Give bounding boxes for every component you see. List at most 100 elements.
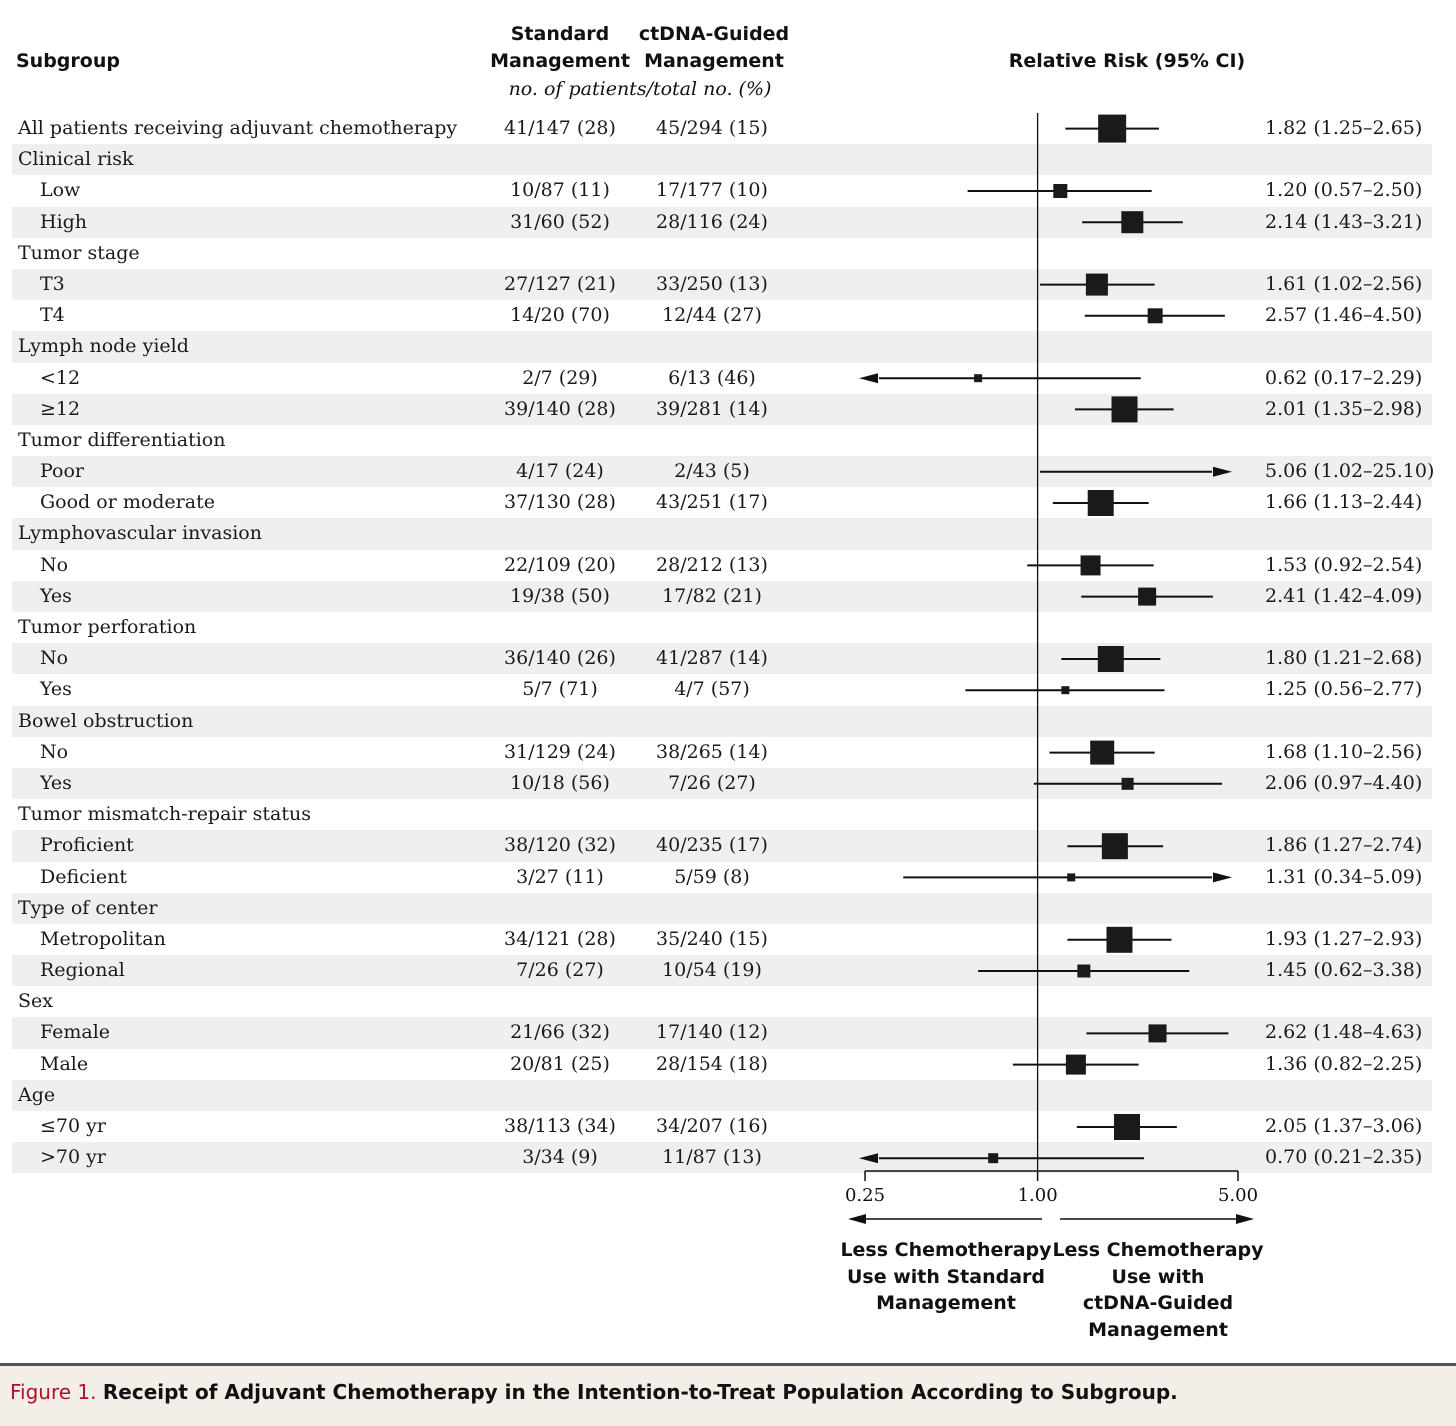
subgroup-label: Metropolitan: [40, 927, 166, 950]
point-estimate-marker: [1113, 1114, 1140, 1140]
ctdna-count: 28/116 (24): [656, 210, 768, 233]
standard-count: 38/113 (34): [504, 1115, 616, 1137]
row-shading: [12, 518, 1432, 550]
point-estimate-marker: [1147, 308, 1163, 324]
standard-count: 39/140 (28): [504, 397, 616, 420]
subgroup-label: Poor: [40, 460, 84, 483]
forest-table: All patients receiving adjuvant chemothe…: [0, 113, 1456, 1174]
relative-risk-value: 2.05 (1.37–3.06): [1265, 1115, 1423, 1137]
ctdna-header-line1: ctDNA-Guided: [638, 23, 790, 45]
row-shading: [12, 1079, 1432, 1111]
subgroup-label: No: [40, 740, 69, 763]
ci-arrow-left: [859, 1153, 878, 1164]
point-estimate-marker: [1085, 273, 1108, 296]
relative-risk-value: 1.82 (1.25–2.65): [1265, 117, 1423, 139]
subgroup-label: Yes: [40, 678, 72, 701]
subgroup-label: Tumor differentiation: [18, 428, 226, 451]
standard-count: 10/18 (56): [510, 771, 610, 794]
direction-label-line: Less Chemotherapy: [1052, 1239, 1264, 1261]
figure-title: Receipt of Adjuvant Chemotherapy in the …: [102, 1380, 1178, 1404]
subgroup-row: Regional 7/26 (27) 10/54 (19) 1.45 (0.62–3.…: [0, 955, 1456, 987]
subgroup-label: Tumor mismatch-repair status: [18, 803, 311, 826]
standard-count: 21/66 (32): [510, 1021, 610, 1044]
subgroup-row: Low 10/87 (11) 17/177 (10) 1.20 (0.57–2.50): [0, 175, 1456, 206]
relative-risk-value: 1.31 (0.34–5.09): [1265, 865, 1423, 888]
ctdna-count: 4/7 (57): [674, 678, 750, 701]
subgroup-row: No 31/129 (24) 38/265 (14) 1.68 (1.10–2.56): [0, 737, 1456, 768]
units-label: no. of patients/total no. (%): [508, 78, 772, 100]
group-row: Tumor perforation: [0, 612, 1456, 643]
relative-risk-value: 2.01 (1.35–2.98): [1265, 397, 1423, 420]
group-row: Lymph node yield: [0, 331, 1456, 363]
row-shading: [12, 643, 1432, 675]
subgroup-label: Yes: [40, 771, 72, 794]
direction-label-line: ctDNA-Guided: [1082, 1292, 1234, 1314]
subgroup-label: Lymphovascular invasion: [18, 522, 262, 545]
ctdna-count: 17/140 (12): [656, 1021, 768, 1044]
subgroup-row: ≥12 39/140 (28) 39/281 (14) 2.01 (1.35–2.98…: [0, 393, 1456, 425]
ctdna-count: 45/294 (15): [656, 117, 768, 139]
standard-count: 34/121 (28): [504, 927, 616, 950]
group-row: Tumor differentiation: [0, 425, 1456, 456]
relative-risk-value: 1.80 (1.21–2.68): [1265, 647, 1423, 670]
group-row: Tumor mismatch-repair status: [0, 799, 1456, 830]
row-shading: [12, 206, 1432, 238]
relative-risk-value: 2.41 (1.42–4.09): [1265, 584, 1423, 607]
ctdna-count: 39/281 (14): [656, 397, 768, 420]
standard-count: 2/7 (29): [522, 366, 598, 389]
subgroup-label: Bowel obstruction: [18, 709, 194, 732]
row-shading: [12, 892, 1432, 924]
ctdna-count: 41/287 (14): [656, 647, 768, 670]
subgroup-label: <12: [40, 366, 81, 389]
standard-count: 14/20 (70): [510, 304, 610, 327]
subgroup-label: All patients receiving adjuvant chemothe…: [18, 117, 458, 139]
ctdna-count: 2/43 (5): [674, 460, 750, 483]
relative-risk-header: Relative Risk (95% CI): [1008, 50, 1246, 72]
point-estimate-marker: [1053, 184, 1068, 198]
group-row: Tumor stage: [0, 238, 1456, 269]
standard-management-header: Standard Management: [470, 21, 650, 75]
standard-count: 31/60 (52): [510, 210, 610, 233]
point-estimate-marker: [1098, 114, 1127, 143]
subgroup-label: Yes: [40, 584, 72, 607]
standard-count: 22/109 (20): [504, 553, 616, 576]
point-estimate-marker: [1121, 777, 1134, 790]
standard-count: 3/34 (9): [522, 1146, 598, 1169]
relative-risk-value: 1.45 (0.62–3.38): [1265, 959, 1423, 982]
ci-arrow-left: [859, 373, 878, 384]
subgroup-label: Tumor perforation: [18, 616, 197, 638]
subgroup-label: Female: [40, 1021, 111, 1044]
subgroup-label: Good or moderate: [40, 491, 215, 514]
relative-risk-value: 1.61 (1.02–2.56): [1265, 272, 1423, 295]
relative-risk-value: 5.06 (1.02–25.10): [1265, 460, 1435, 483]
point-estimate-marker: [1061, 686, 1070, 695]
relative-risk-value: 1.86 (1.27–2.74): [1265, 834, 1423, 857]
relative-risk-value: 0.70 (0.21–2.35): [1265, 1146, 1423, 1169]
standard-count: 10/87 (11): [510, 179, 610, 202]
subgroup-label: T4: [40, 304, 65, 327]
subgroup-row: High 31/60 (52) 28/116 (24) 2.14 (1.43–3.21…: [0, 206, 1456, 238]
subgroup-label: Proficient: [40, 834, 134, 857]
subgroup-row: Metropolitan 34/121 (28) 35/240 (15) 1.93 (…: [0, 924, 1456, 955]
direction-label-left: Less Chemotherapy Use with Standard Manage…: [836, 1237, 1056, 1317]
ctdna-count: 7/26 (27): [668, 771, 756, 794]
standard-header-line1: Standard: [510, 23, 610, 45]
subgroup-row: T3 27/127 (21) 33/250 (13) 1.61 (1.02–2.56): [0, 268, 1456, 301]
group-row: Age: [0, 1079, 1456, 1111]
subgroup-label: T3: [40, 272, 65, 295]
standard-count: 27/127 (21): [504, 272, 616, 295]
x-tick-label: 5.00: [1218, 1185, 1258, 1206]
ctdna-count: 10/54 (19): [662, 959, 762, 982]
subgroup-label: Clinical risk: [18, 148, 134, 171]
relative-risk-value: 1.20 (0.57–2.50): [1265, 179, 1423, 202]
point-estimate-marker: [1106, 926, 1133, 953]
direction-arrow-left-head: [848, 1214, 866, 1224]
ctdna-count: 28/212 (13): [656, 553, 768, 576]
subgroup-label: Type of center: [18, 896, 158, 919]
standard-count: 38/120 (32): [504, 834, 616, 857]
standard-count: 36/140 (26): [504, 647, 616, 670]
relative-risk-value: 1.53 (0.92–2.54): [1265, 553, 1423, 576]
point-estimate-marker: [974, 374, 983, 383]
ctdna-count: 35/240 (15): [656, 927, 768, 950]
row-shading: [12, 705, 1432, 737]
